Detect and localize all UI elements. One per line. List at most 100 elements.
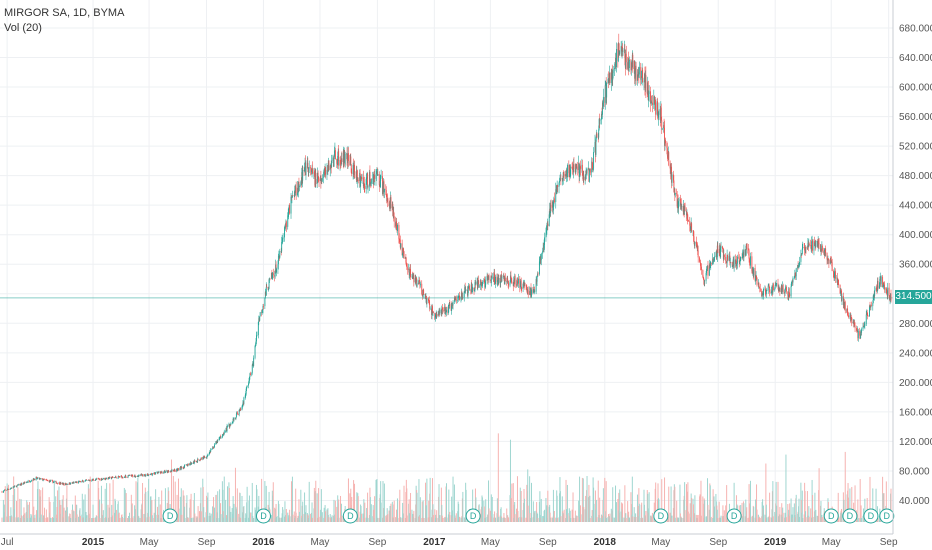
candle-body: [277, 264, 279, 269]
candle-body: [354, 164, 355, 172]
candle-body: [759, 288, 761, 292]
candle-body: [178, 468, 179, 470]
candle-body: [491, 277, 493, 278]
candle-body: [503, 275, 504, 277]
y-tick-label: 560.000: [899, 112, 932, 123]
candle-body: [42, 478, 44, 481]
volume-bar: [749, 480, 751, 522]
volume-bar: [26, 502, 28, 522]
candle-body: [231, 422, 233, 424]
candle-body: [517, 281, 519, 284]
volume-bar: [431, 478, 433, 522]
candle-body: [457, 300, 459, 301]
candle-body: [478, 285, 480, 288]
candle-body: [749, 262, 751, 266]
volume-bar: [179, 496, 181, 522]
candle-body: [679, 198, 681, 202]
volume-bar: [285, 509, 287, 522]
candle-body: [856, 330, 858, 332]
candle-body: [461, 292, 463, 298]
candle-body: [566, 164, 568, 178]
volume-bar: [591, 510, 593, 522]
candle-body: [206, 455, 208, 457]
candle-body: [462, 297, 464, 299]
volume-bar: [818, 468, 820, 522]
candle-body: [839, 284, 841, 294]
volume-bar: [93, 518, 95, 522]
candle-body: [92, 479, 94, 481]
candle-body: [373, 175, 375, 186]
candle-body: [362, 177, 364, 187]
x-tick-label: 2016: [252, 537, 275, 548]
candle-body: [533, 286, 535, 291]
candle-body: [93, 479, 94, 481]
candle-body: [43, 478, 45, 480]
candle-body: [167, 470, 169, 472]
candle-body: [167, 471, 169, 473]
candle-body: [761, 291, 763, 297]
volume-bar: [14, 488, 16, 522]
candle-body: [33, 479, 35, 480]
volume-bar: [48, 497, 50, 522]
volume-bar: [423, 517, 425, 522]
volume-bar: [2, 499, 4, 522]
candle-body: [439, 311, 440, 313]
volume-bar: [648, 492, 650, 522]
candle-body: [401, 243, 403, 256]
candle-body: [491, 276, 493, 278]
candle-body: [820, 244, 821, 252]
candle-body: [687, 220, 689, 221]
volume-bar: [222, 511, 224, 522]
candle-body: [382, 176, 383, 194]
candle-body: [630, 60, 632, 71]
candle-body: [480, 279, 482, 283]
volume-bar: [275, 503, 277, 522]
volume-bar: [176, 494, 178, 522]
candle-body: [815, 241, 817, 247]
candle-body: [722, 248, 724, 250]
candle-body: [872, 303, 874, 307]
candle-body: [631, 54, 633, 64]
candle-body: [566, 169, 568, 178]
candle-body: [811, 241, 813, 250]
candle-body: [831, 262, 833, 272]
candle-body: [487, 275, 489, 280]
volume-bar: [808, 506, 810, 522]
candle-body: [180, 466, 182, 470]
candle-body: [212, 447, 214, 449]
volume-bar: [145, 491, 147, 522]
candle-body: [875, 287, 877, 291]
volume-bar: [131, 503, 133, 522]
candle-body: [467, 288, 469, 296]
candle-body: [30, 480, 32, 481]
volume-bar: [635, 517, 637, 522]
volume-bar: [265, 485, 267, 522]
candle-body: [184, 464, 186, 466]
candle-body: [89, 480, 91, 482]
volume-bar: [373, 509, 375, 522]
candle-body: [714, 256, 715, 261]
candle-body: [673, 180, 675, 192]
volume-bar: [387, 514, 389, 522]
candle-body: [611, 72, 613, 81]
candle-body: [852, 321, 854, 324]
volume-bar: [225, 499, 227, 522]
volume-bar: [319, 509, 321, 522]
candle-body: [532, 289, 534, 294]
candle-body: [683, 204, 685, 212]
volume-bar: [756, 509, 758, 522]
volume-indicator-label[interactable]: Vol (20): [4, 22, 42, 34]
candle-body: [242, 402, 244, 404]
candle-body: [357, 179, 359, 182]
dividend-marker-label: D: [884, 511, 891, 521]
volume-bar: [812, 495, 814, 522]
volume-bar: [619, 489, 621, 522]
candle-body: [148, 474, 150, 476]
candle-body: [248, 383, 249, 386]
candle-body: [549, 208, 551, 213]
candle-body: [294, 190, 296, 197]
dividend-marker: D: [726, 508, 742, 524]
candle-body: [610, 71, 612, 84]
candle-body: [395, 221, 397, 227]
